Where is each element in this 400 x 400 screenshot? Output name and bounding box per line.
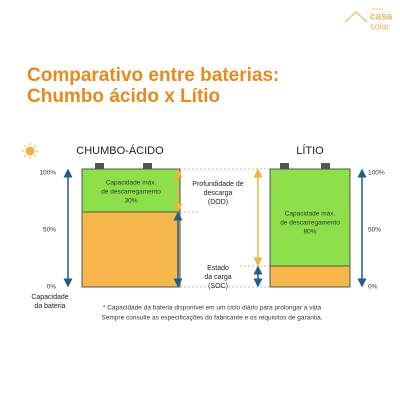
battery	[81, 163, 181, 288]
box-text: 30%	[124, 198, 137, 205]
guides	[180, 168, 270, 288]
box-text: Capacidade máx.	[106, 180, 157, 187]
sun-icon	[22, 143, 38, 159]
dod-label: descarga	[204, 190, 233, 197]
title: Comparativo entre baterias:	[27, 65, 279, 86]
soc-label: Estado	[207, 265, 229, 272]
capacity-label: da bateria	[34, 303, 65, 310]
dod-label: Profundidade de	[192, 181, 243, 188]
scale-label: 0%	[368, 284, 378, 291]
logo-brand: casa	[370, 12, 393, 23]
battery	[269, 163, 351, 288]
logo-small: nossa	[372, 6, 383, 11]
battery-name: LÍTIO	[296, 144, 324, 157]
scale-label: 100%	[368, 170, 385, 177]
logo: nossa casa solar	[344, 6, 393, 31]
capacity-label: Capacidade	[31, 294, 68, 301]
footnote: Sempre consulte as especificações do fab…	[101, 315, 322, 322]
arrows	[63, 168, 367, 288]
scale-label: 50%	[43, 227, 56, 234]
box-text: 80%	[303, 229, 316, 236]
scale-label: 50%	[368, 227, 381, 234]
soc-label: (SOC)	[208, 283, 228, 290]
box-text: Capacidade máx.	[285, 211, 336, 218]
box-text: de descarregamento	[280, 220, 340, 227]
footnote: * Capacidade da bateria disponível em um…	[103, 305, 322, 312]
logo-sub: solar	[370, 21, 390, 31]
box-text: de descarregamento	[101, 189, 161, 196]
scale-label: 0%	[47, 284, 57, 291]
title: Chumbo ácido x Lítio	[27, 86, 220, 107]
scale-label: 100%	[39, 170, 56, 177]
soc-label: da carga	[204, 274, 231, 281]
dod-label: (DOD)	[208, 199, 228, 206]
battery-name: CHUMBO-ÁCIDO	[76, 144, 164, 157]
